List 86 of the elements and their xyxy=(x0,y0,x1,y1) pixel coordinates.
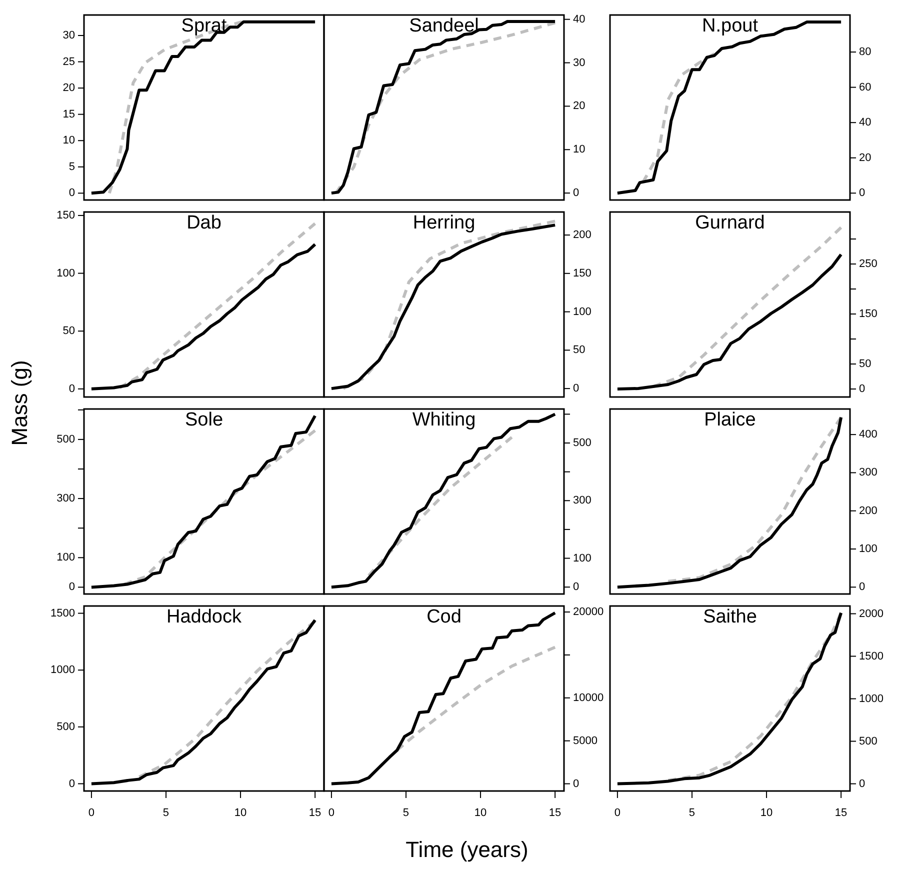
y-tick-label: 500 xyxy=(573,437,592,450)
y-tick-label: 200 xyxy=(573,229,592,242)
y-tick-label: 100 xyxy=(573,552,592,564)
chart-title: N.pout xyxy=(702,16,759,37)
x-tick-label: 15 xyxy=(834,807,848,820)
x-tick-label: 15 xyxy=(308,807,322,820)
y-tick-label: 50 xyxy=(573,344,586,356)
y-tick-label: 20 xyxy=(859,152,872,164)
y-tick-label: 1500 xyxy=(50,607,75,620)
y-axis-title: Mass (g) xyxy=(7,360,33,446)
y-tick-label: 5 xyxy=(68,160,75,173)
y-tick-label: 40 xyxy=(573,13,586,26)
y-tick-label: 500 xyxy=(56,433,75,446)
y-tick-label: 500 xyxy=(859,735,878,748)
y-tick-label: 20 xyxy=(62,82,75,94)
y-tick-label: 0 xyxy=(859,187,866,200)
y-tick-label: 5000 xyxy=(573,734,598,747)
chart-title: Sole xyxy=(184,410,224,431)
line-series xyxy=(108,20,244,195)
y-tick-label: 0 xyxy=(68,382,75,395)
y-tick-label: 10 xyxy=(62,134,75,147)
y-tick-label: 0 xyxy=(573,778,580,790)
line-series xyxy=(396,646,557,752)
line-series xyxy=(122,429,317,586)
y-tick-label: 150 xyxy=(56,210,75,222)
chart-title: Sandeel xyxy=(409,16,479,37)
y-tick-label: 30 xyxy=(573,56,586,69)
chart-title: Whiting xyxy=(412,410,476,431)
chart-title: Cod xyxy=(426,606,462,628)
y-tick-label: 200 xyxy=(859,504,878,517)
chart-title: Gurnard xyxy=(695,212,765,234)
x-tick-label: 5 xyxy=(162,807,170,820)
chart-title: Sprat xyxy=(181,16,228,37)
y-tick-label: 0 xyxy=(859,778,866,790)
y-tick-label: 0 xyxy=(68,778,75,790)
x-tick-label: 0 xyxy=(614,807,621,820)
y-tick-label: 0 xyxy=(859,383,866,396)
y-tick-label: 100 xyxy=(573,306,592,318)
x-tick-label: 5 xyxy=(402,807,410,820)
chart-title: Herring xyxy=(412,212,476,234)
y-tick-label: 300 xyxy=(573,494,592,507)
y-tick-label: 0 xyxy=(68,187,75,200)
y-tick-label: 80 xyxy=(859,46,872,58)
y-tick-label: 100 xyxy=(859,543,878,556)
y-tick-label: 60 xyxy=(859,81,872,94)
x-tick-label: 0 xyxy=(328,807,335,820)
y-tick-label: 0 xyxy=(573,581,580,594)
y-tick-label: 20000 xyxy=(573,606,604,618)
x-tick-label: 10 xyxy=(760,807,773,820)
y-tick-label: 15 xyxy=(62,108,75,120)
x-axis-title: Time (years) xyxy=(406,837,528,863)
y-tick-label: 300 xyxy=(56,492,75,505)
y-tick-label: 0 xyxy=(573,187,580,200)
y-tick-label: 400 xyxy=(859,428,878,441)
y-tick-label: 150 xyxy=(573,267,592,280)
y-tick-label: 10000 xyxy=(573,692,604,704)
x-tick-label: 10 xyxy=(474,807,487,820)
y-tick-label: 500 xyxy=(56,720,75,733)
y-tick-label: 1500 xyxy=(859,650,884,662)
y-tick-label: 250 xyxy=(859,258,878,270)
x-tick-label: 10 xyxy=(234,807,247,820)
chart-title: Plaice xyxy=(704,410,756,431)
y-tick-label: 1000 xyxy=(50,664,75,676)
chart-title: Haddock xyxy=(166,606,242,628)
y-tick-label: 100 xyxy=(56,267,75,280)
y-tick-label: 10 xyxy=(573,144,586,156)
y-tick-label: 2000 xyxy=(859,608,884,620)
x-tick-label: 15 xyxy=(548,807,562,820)
y-tick-label: 25 xyxy=(62,56,75,68)
y-tick-label: 0 xyxy=(68,581,75,594)
y-tick-label: 30 xyxy=(62,30,75,42)
y-tick-label: 50 xyxy=(859,358,872,370)
y-tick-label: 50 xyxy=(62,325,75,338)
y-tick-label: 20 xyxy=(573,100,586,112)
y-tick-label: 150 xyxy=(859,308,878,320)
chart-title: Dab xyxy=(186,212,222,234)
y-tick-label: 40 xyxy=(859,116,872,129)
line-series xyxy=(367,436,514,578)
chart-title: Saithe xyxy=(703,606,757,628)
y-tick-label: 300 xyxy=(859,466,878,479)
y-tick-label: 1000 xyxy=(859,692,884,705)
x-tick-label: 0 xyxy=(88,807,95,820)
y-tick-label: 100 xyxy=(56,552,75,564)
y-tick-label: 0 xyxy=(859,581,866,594)
x-tick-label: 5 xyxy=(688,807,696,820)
y-tick-label: 0 xyxy=(573,382,580,395)
